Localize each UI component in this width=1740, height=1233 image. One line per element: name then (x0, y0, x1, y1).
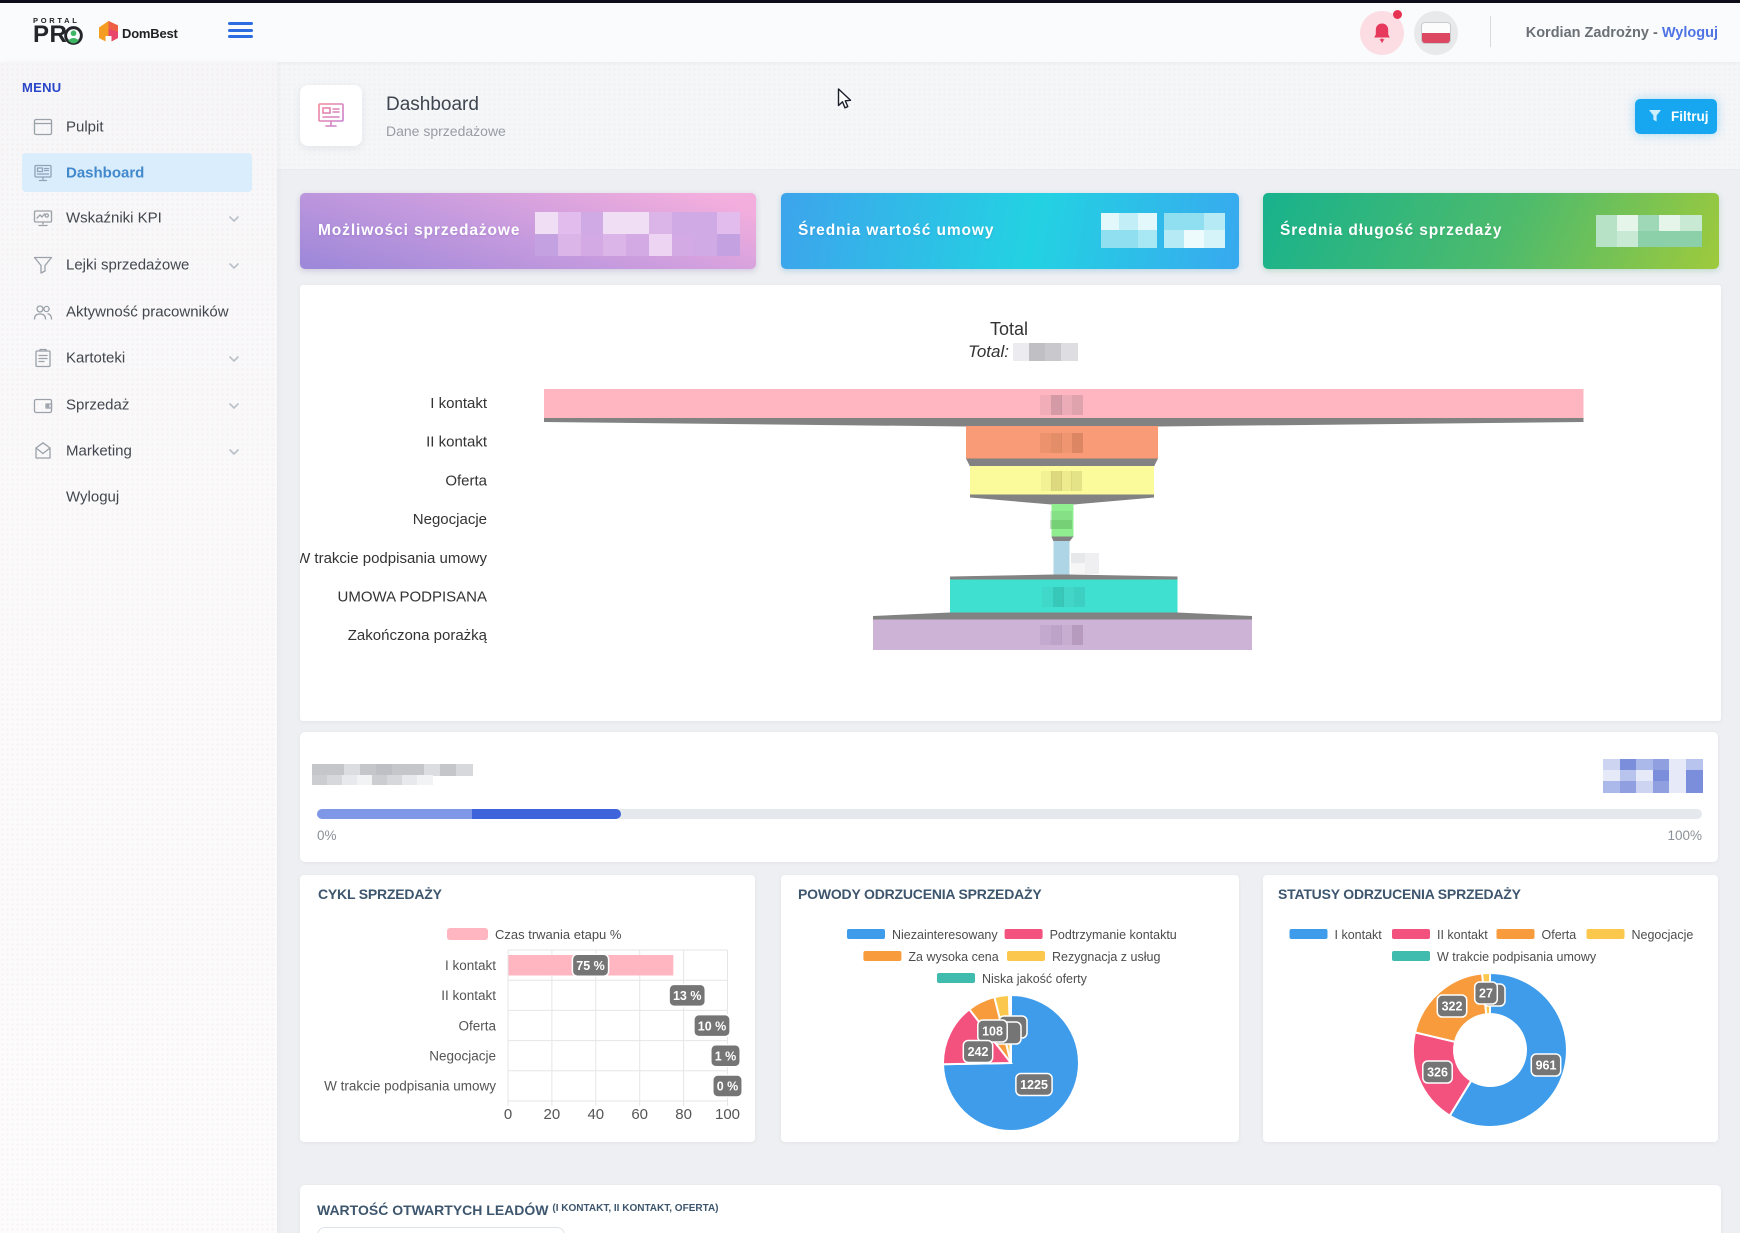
svg-text:W trakcie podpisania umowy: W trakcie podpisania umowy (324, 1079, 496, 1094)
svg-text:Total:: Total: (968, 342, 1009, 361)
svg-text:Negocjacje: Negocjacje (429, 1049, 496, 1064)
svg-text:27: 27 (1479, 987, 1493, 1001)
svg-text:108: 108 (982, 1025, 1003, 1039)
svg-text:I kontakt: I kontakt (445, 958, 496, 973)
svg-text:Total: Total (990, 319, 1028, 339)
svg-text:Oferta: Oferta (1542, 928, 1577, 942)
svg-text:Rezygnacja z usług: Rezygnacja z usług (1052, 950, 1160, 964)
svg-text:Oferta: Oferta (458, 1018, 496, 1033)
svg-text:80: 80 (675, 1106, 692, 1123)
svg-text:II kontakt: II kontakt (441, 988, 496, 1003)
svg-text:I kontakt: I kontakt (1335, 928, 1383, 942)
svg-text:0: 0 (504, 1106, 512, 1123)
svg-text:Oferta: Oferta (445, 472, 487, 489)
svg-text:W trakcie podpisania umowy: W trakcie podpisania umowy (1437, 950, 1597, 964)
svg-text:1 %: 1 % (715, 1050, 737, 1064)
svg-text:10 %: 10 % (698, 1019, 727, 1033)
svg-text:322: 322 (1442, 1000, 1463, 1014)
svg-text:20: 20 (544, 1106, 561, 1123)
svg-text:75 %: 75 % (576, 959, 605, 973)
svg-text:242: 242 (968, 1045, 989, 1059)
svg-text:13 %: 13 % (673, 989, 702, 1003)
svg-text:Niezainteresowany: Niezainteresowany (892, 928, 998, 942)
svg-text:40: 40 (587, 1106, 604, 1123)
svg-text:Negocjacje: Negocjacje (1632, 928, 1694, 942)
svg-text:Czas trwania etapu %: Czas trwania etapu % (495, 927, 622, 942)
svg-text:Za wysoka cena: Za wysoka cena (908, 950, 998, 964)
svg-text:II kontakt: II kontakt (1437, 928, 1488, 942)
svg-text:0 %: 0 % (717, 1080, 739, 1094)
svg-text:I kontakt: I kontakt (430, 395, 488, 412)
svg-text:1225: 1225 (1020, 1078, 1048, 1092)
svg-text:326: 326 (1427, 1066, 1448, 1080)
svg-text:Zakończona porażką: Zakończona porażką (348, 627, 488, 644)
svg-text:60: 60 (631, 1106, 648, 1123)
svg-text:Negocjacje: Negocjacje (413, 511, 487, 528)
svg-text:Niska jakość oferty: Niska jakość oferty (982, 972, 1088, 986)
svg-text:UMOWA PODPISANA: UMOWA PODPISANA (338, 589, 487, 606)
svg-text:961: 961 (1536, 1059, 1557, 1073)
svg-text:Podtrzymanie kontaktu: Podtrzymanie kontaktu (1050, 928, 1177, 942)
svg-text:100: 100 (715, 1106, 740, 1123)
svg-text:II kontakt: II kontakt (426, 434, 488, 451)
svg-text:W trakcie podpisania umowy: W trakcie podpisania umowy (300, 550, 487, 567)
